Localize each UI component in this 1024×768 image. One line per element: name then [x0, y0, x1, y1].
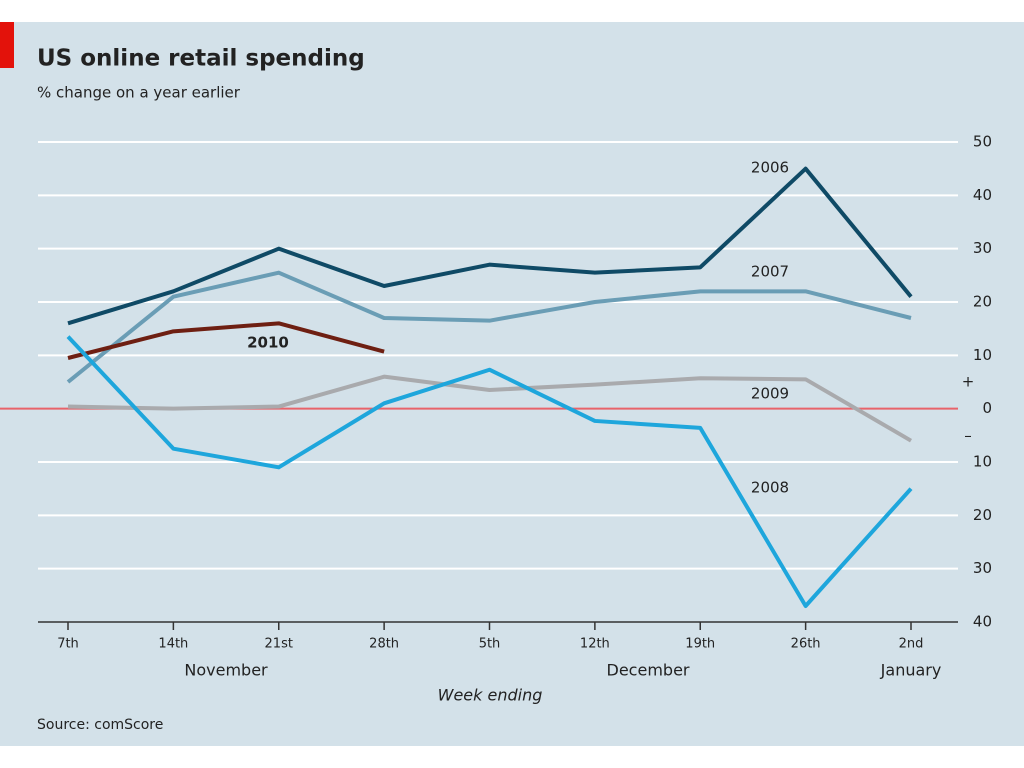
y-tick-label: 20 [973, 506, 992, 524]
y-tick-label: 10 [973, 453, 992, 471]
x-axis-title: Week ending [438, 686, 543, 705]
series-label: 2009 [751, 385, 789, 403]
y-tick-label: 40 [973, 186, 992, 204]
x-tick-label: 26th [791, 637, 821, 652]
x-tick-label: 28th [369, 637, 399, 652]
y-tick-label: 0 [982, 399, 992, 417]
positive-sign: + [962, 373, 975, 391]
x-tick-label: 14th [158, 637, 188, 652]
series-label: 2006 [751, 159, 789, 177]
month-label: November [184, 661, 268, 680]
x-tick-label: 21st [265, 637, 293, 652]
y-tick-label: 10 [973, 346, 992, 364]
series-line [66, 335, 913, 608]
series-label: 2007 [751, 263, 789, 281]
x-tick-label: 7th [57, 637, 79, 652]
y-tick-label: 20 [973, 293, 992, 311]
series-line [67, 321, 385, 360]
y-tick-label: 30 [973, 559, 992, 577]
background [0, 22, 1024, 746]
red-tag [0, 22, 14, 68]
month-label: December [607, 661, 690, 680]
month-label: January [880, 661, 942, 680]
x-tick-label: 19th [685, 637, 715, 652]
x-tick-label: 2nd [899, 637, 924, 652]
y-tick-label: 50 [973, 133, 992, 151]
series-line [67, 166, 913, 326]
series-label: 2010 [247, 334, 289, 352]
series-line [66, 270, 912, 384]
chart-subtitle: % change on a year earlier [37, 84, 241, 102]
x-tick-label: 5th [479, 637, 501, 652]
y-tick-label: 30 [973, 239, 992, 257]
chart-title: US online retail spending [37, 46, 365, 72]
x-tick-label: 12th [580, 637, 610, 652]
y-tick-label: 40 [973, 613, 992, 631]
source: Source: comScore [37, 717, 163, 733]
series-line [67, 374, 913, 443]
negative-sign: – [964, 427, 972, 445]
series-label: 2008 [751, 479, 789, 497]
